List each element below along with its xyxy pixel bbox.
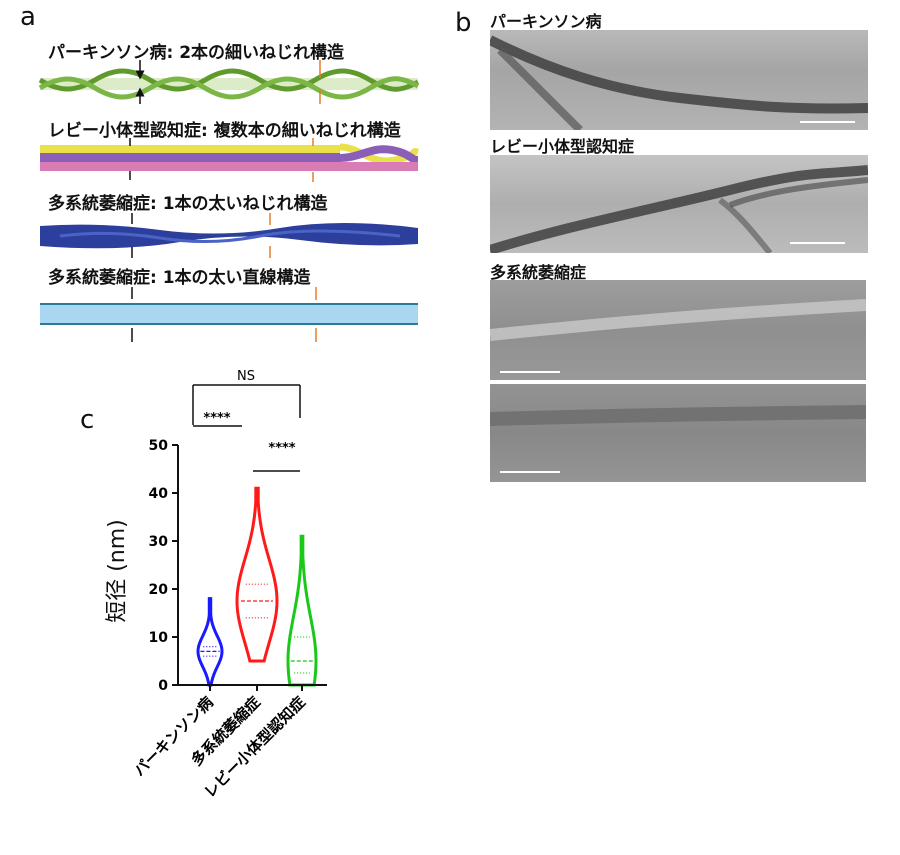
thick-twisted-filament: [40, 213, 418, 258]
straight-filament: [40, 287, 418, 342]
panel-a-letter: a: [20, 2, 36, 32]
twisted-two-strand-filament: [38, 60, 420, 104]
em-label-1: パーキンソン病: [490, 12, 602, 31]
ns-label: NS: [237, 369, 255, 384]
y-tick-label: 40: [149, 486, 169, 502]
sig2-label: ****: [268, 441, 295, 456]
em-label-3: 多系統萎縮症: [490, 263, 587, 282]
em-image-msa-2: [490, 384, 866, 482]
y-tick-label: 50: [149, 438, 169, 454]
panel-a-diagram: [38, 60, 420, 342]
y-tick-label: 0: [158, 678, 168, 694]
y-tick-label: 20: [149, 582, 169, 598]
em-image-msa-1: [490, 280, 866, 380]
em-label-2: レビー小体型認知症: [490, 137, 635, 156]
violin-body: [235, 486, 279, 663]
y-tick-label: 10: [149, 630, 169, 646]
em-image-dlb: [490, 155, 868, 253]
em-image-parkinson: [490, 30, 868, 130]
violin-body: [286, 534, 318, 687]
row1-label: パーキンソン病: 2本の細いねじれ構造: [48, 43, 345, 63]
sig1-label: ****: [203, 411, 230, 426]
multi-strand-filament: [40, 138, 419, 182]
violin-chart: 01020304050パーキンソン病多系統萎縮症レビー小体型認知症NS*****…: [130, 369, 327, 801]
panel-c-letter: c: [80, 405, 95, 435]
x-category-label: パーキンソン病: [130, 693, 217, 780]
row4-label: 多系統萎縮症: 1本の太い直線構造: [48, 268, 311, 288]
row3-label: 多系統萎縮症: 1本の太いねじれ構造: [48, 194, 328, 214]
row2-label: レビー小体型認知症: 複数本の細いねじれ構造: [48, 121, 401, 141]
violin-body: [196, 597, 224, 687]
panel-b-letter: b: [455, 8, 472, 38]
y-tick-label: 30: [149, 534, 169, 550]
